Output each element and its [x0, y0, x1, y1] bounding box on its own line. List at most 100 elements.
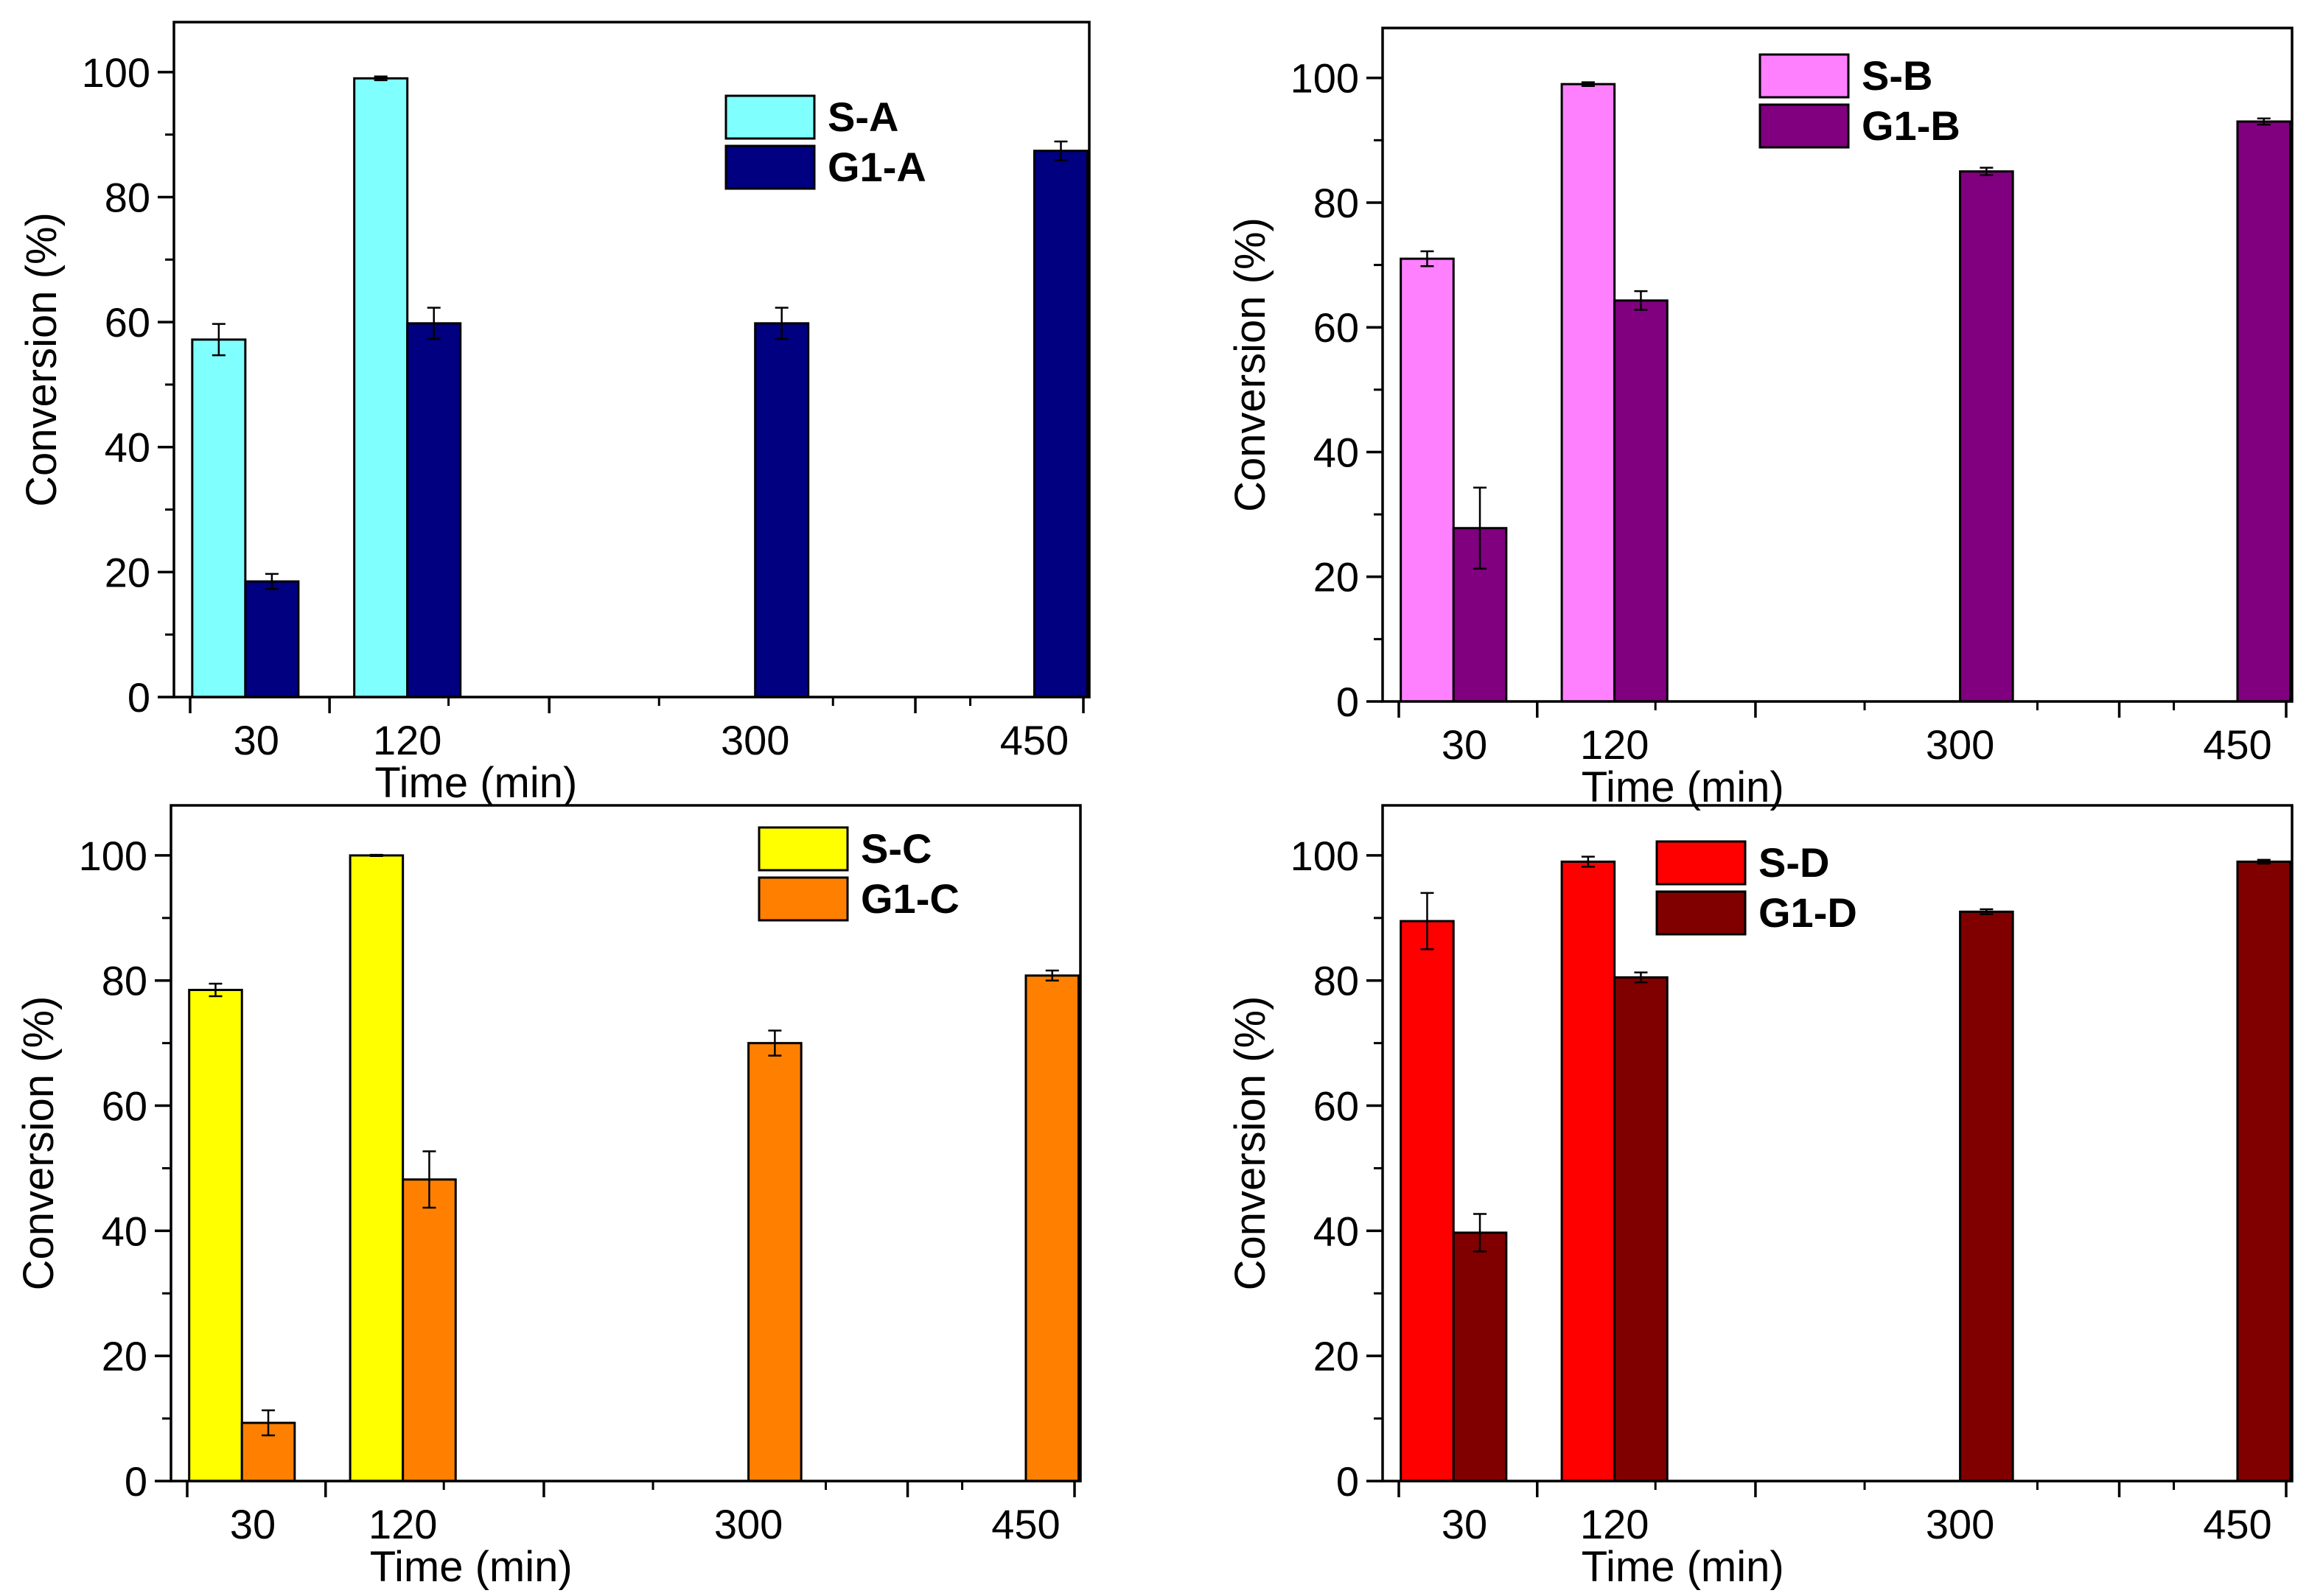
legend-swatch-s-a [724, 94, 816, 140]
bar-g1-a-30 [244, 580, 300, 699]
legend: S-CG1-C [758, 825, 960, 922]
bar-g1-d-120 [1613, 976, 1669, 1483]
y-tick-label: 0 [1336, 1458, 1359, 1505]
legend-label-s-d: S-D [1758, 839, 1829, 886]
y-tick-label: 0 [1336, 679, 1359, 725]
legend-swatch-g1-a [724, 144, 816, 190]
y-axis-title: Conversion (%) [1226, 996, 1274, 1291]
x-tick-label-120: 120 [368, 1501, 437, 1547]
x-tick-label-120: 120 [1580, 1501, 1649, 1547]
y-tick-label: 80 [1313, 958, 1359, 1004]
bar-g1-c-120 [402, 1178, 457, 1483]
bar-g1-d-30 [1452, 1231, 1508, 1483]
error-bar-s-b-30 [1420, 250, 1434, 267]
y-tick-label: 40 [1313, 1208, 1359, 1254]
bar-g1-a-450 [1033, 150, 1089, 699]
bar-s-a-30 [191, 338, 247, 699]
legend-label-g1-b: G1-B [1862, 102, 1960, 149]
chart-panel-top-left: 0 20 40 60 80 100 30 120 300 450 Time (min) Convers… [18, 21, 1091, 807]
y-tick-label: 100 [1290, 833, 1359, 879]
bar-g1-c-450 [1024, 974, 1080, 1483]
error-bar-g1-d-30 [1473, 1213, 1487, 1253]
error-bar-g1-a-30 [265, 573, 279, 590]
bar-g1-b-300 [1959, 170, 2014, 703]
y-tick-label: 60 [1313, 1083, 1359, 1130]
bar-g1-d-300 [1959, 910, 2014, 1483]
x-axis-title: Time (min) [1582, 763, 1784, 811]
error-bar-g1-b-450 [2257, 117, 2271, 126]
bar-s-b-30 [1400, 257, 1455, 703]
bar-s-c-30 [188, 988, 243, 1483]
y-tick-label: 80 [1313, 180, 1359, 226]
legend-swatch-g1-c [758, 876, 849, 922]
x-axis-title: Time (min) [374, 759, 577, 807]
error-bar-s-a-30 [212, 323, 226, 357]
error-bar-s-b-120 [1581, 81, 1595, 87]
y-tick-label: 20 [105, 549, 150, 595]
x-tick-label-300: 300 [1926, 721, 1994, 768]
x-tick-label-120: 120 [373, 717, 441, 763]
x-axis-title: Time (min) [370, 1543, 573, 1591]
legend-swatch-g1-d [1655, 890, 1747, 936]
plot-frame [1381, 804, 2294, 1483]
bar-g1-b-120 [1613, 299, 1669, 703]
x-tick-label-450: 450 [1000, 717, 1069, 763]
legend: S-BG1-B [1758, 52, 1960, 149]
plot-frame [172, 21, 1091, 699]
error-bar-g1-a-300 [775, 307, 789, 340]
legend-swatch-s-d [1655, 840, 1747, 886]
bar-s-c-120 [349, 854, 405, 1483]
error-bar-g1-d-450 [2257, 858, 2271, 865]
y-tick-label: 100 [82, 49, 150, 96]
x-tick-label-300: 300 [721, 717, 789, 763]
bar-g1-d-450 [2236, 860, 2292, 1483]
bar-s-d-30 [1400, 920, 1455, 1483]
error-bar-g1-c-120 [422, 1150, 436, 1209]
x-tick-label-450: 450 [2203, 1501, 2271, 1547]
chart-panel-bottom-right: 0 20 40 60 80 100 30 120 300 450 Time (min) Convers… [1226, 804, 2294, 1591]
y-tick-label: 60 [102, 1083, 147, 1130]
error-bar-g1-b-300 [1980, 167, 1994, 176]
plot-frame [1381, 27, 2294, 703]
chart-panel-top-right: 0 20 40 60 80 100 30 120 300 450 Time (min) Convers… [1226, 27, 2294, 811]
x-axis-title: Time (min) [1582, 1543, 1784, 1591]
legend-label-s-b: S-B [1862, 52, 1932, 99]
y-tick-label: 60 [1313, 304, 1359, 351]
error-bar-g1-c-450 [1045, 969, 1059, 981]
x-tick-label-30: 30 [1442, 1501, 1487, 1547]
error-bar-g1-c-30 [262, 1409, 276, 1437]
y-axis-title: Conversion (%) [18, 212, 66, 507]
bar-g1-a-120 [406, 322, 462, 699]
error-bar-g1-d-120 [1634, 971, 1648, 984]
error-bar-s-c-120 [369, 853, 383, 858]
legend-swatch-g1-b [1758, 103, 1850, 149]
legend: S-DG1-D [1655, 839, 1857, 936]
legend-label-g1-c: G1-C [861, 875, 960, 922]
x-tick-label-30: 30 [234, 717, 279, 763]
y-axis-title: Conversion (%) [1226, 217, 1274, 512]
error-bar-s-a-120 [374, 75, 388, 82]
bar-g1-b-450 [2236, 120, 2292, 703]
chart-panel-bottom-left: 0 20 40 60 80 100 30 120 300 450 Time (min) Convers… [15, 804, 1082, 1591]
y-tick-label: 20 [102, 1333, 147, 1379]
y-tick-label: 80 [105, 174, 150, 220]
error-bar-g1-c-300 [768, 1029, 782, 1057]
error-bar-g1-b-120 [1634, 290, 1648, 311]
bar-s-d-120 [1560, 860, 1616, 1483]
legend: S-AG1-A [724, 94, 926, 190]
legend-label-s-a: S-A [828, 94, 898, 140]
error-bar-g1-a-120 [427, 307, 441, 340]
legend-swatch-s-c [758, 826, 849, 872]
error-bar-s-d-120 [1581, 855, 1595, 868]
y-tick-label: 0 [127, 674, 150, 721]
error-bar-g1-d-300 [1980, 908, 1994, 915]
y-tick-label: 100 [1290, 55, 1359, 102]
x-tick-label-450: 450 [991, 1501, 1060, 1547]
plot-frame [170, 804, 1082, 1483]
y-tick-label: 20 [1313, 1333, 1359, 1379]
bar-g1-c-300 [747, 1042, 803, 1483]
x-tick-label-30: 30 [230, 1501, 276, 1547]
y-tick-label: 20 [1313, 554, 1359, 601]
legend-label-g1-d: G1-D [1758, 889, 1857, 936]
x-tick-label-450: 450 [2203, 721, 2271, 768]
